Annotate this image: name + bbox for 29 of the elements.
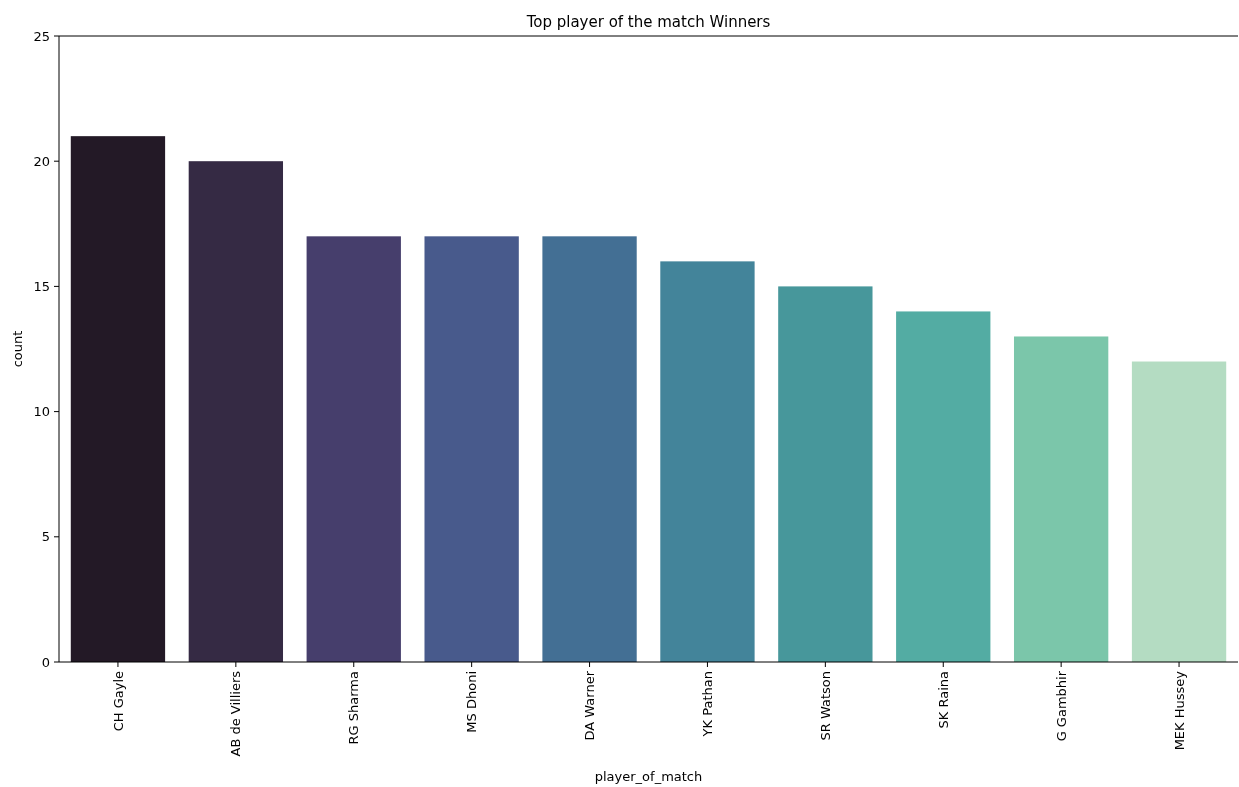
chart-title: Top player of the match Winners (525, 13, 771, 31)
y-tick-label: 10 (33, 404, 50, 420)
y-tick-label: 15 (33, 278, 50, 294)
x-tick-label: SR Watson (817, 671, 833, 741)
y-axis-title: count (10, 330, 25, 368)
bar (70, 136, 166, 662)
bar (306, 236, 401, 662)
y-tick-label: 20 (33, 153, 50, 169)
y-tick-label: 0 (41, 654, 50, 670)
x-tick-label: CH Gayle (110, 671, 126, 732)
bar (660, 261, 755, 662)
x-tick-label: SK Raina (935, 671, 951, 729)
bar (1131, 361, 1227, 662)
bar (778, 286, 873, 662)
y-tick-label: 5 (41, 529, 50, 545)
bar (542, 236, 637, 662)
y-tick-label: 25 (33, 28, 50, 44)
bar (188, 161, 284, 662)
bar (424, 236, 519, 662)
x-tick-label: G Gambhir (1053, 670, 1069, 742)
x-tick-label: MS Dhoni (464, 671, 480, 733)
x-tick-label: DA Warner (582, 670, 598, 741)
x-tick-label: MEK Hussey (1171, 670, 1187, 751)
x-tick-label: RG Sharma (346, 671, 362, 745)
x-tick-label: YK Pathan (700, 671, 715, 738)
x-axis-title: player_of_match (594, 769, 703, 784)
bar (896, 311, 991, 662)
x-tick-label: AB de Villiers (228, 670, 244, 757)
bar (1013, 336, 1109, 662)
